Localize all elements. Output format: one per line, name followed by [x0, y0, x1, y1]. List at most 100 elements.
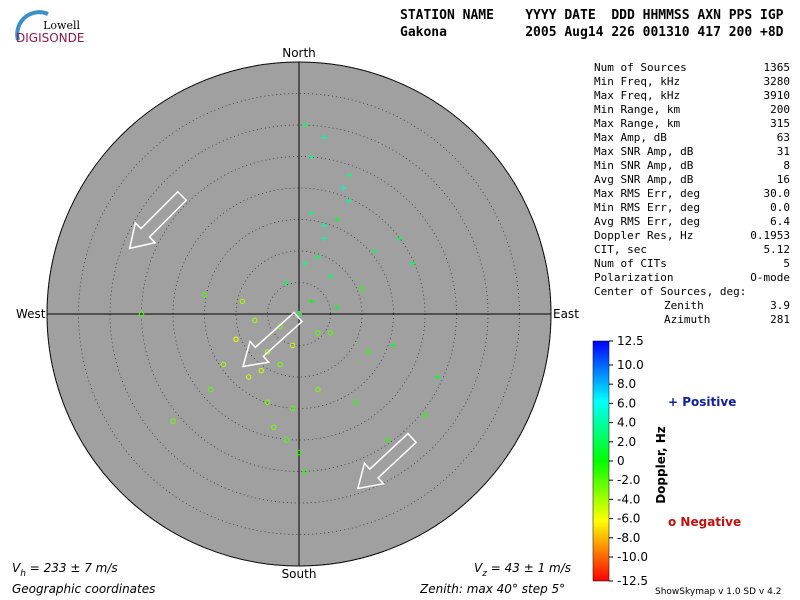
- colorbar-tick-label: 2.0: [617, 435, 636, 449]
- center-label: Azimuth: [664, 313, 710, 326]
- center-label: Zenith: [664, 299, 704, 312]
- legend-positive: + Positive: [668, 395, 736, 409]
- source-positive: [396, 235, 403, 242]
- stat-value: 0.1953: [750, 229, 790, 242]
- stat-value: 30.0: [764, 187, 791, 200]
- colorbar-tick-label: 12.5: [617, 334, 644, 348]
- source-negative: [220, 361, 227, 368]
- colorbar-tick-label: 4.0: [617, 416, 636, 430]
- stat-label: Avg RMS Err, deg: [594, 215, 700, 228]
- colorbar-tick-label: 6.0: [617, 396, 636, 410]
- stat-label: Max Freq, kHz: [594, 89, 680, 102]
- stat-label: Num of Sources: [594, 61, 687, 74]
- source-negative: [365, 349, 371, 355]
- source-positive: [333, 304, 340, 311]
- stat-label: Max Amp, dB: [594, 131, 667, 144]
- stat-label: Max Range, km: [594, 117, 680, 130]
- stat-value: 200: [770, 103, 790, 116]
- logo-swoosh: [15, 10, 49, 41]
- source-negative: [290, 405, 296, 412]
- source-negative: [296, 449, 302, 456]
- source-positive: [340, 185, 347, 191]
- source-negative: [283, 437, 290, 443]
- source-negative: [359, 286, 365, 292]
- source-negative: [201, 292, 208, 298]
- stat-value: 3280: [764, 75, 791, 88]
- source-positive: [371, 248, 378, 254]
- source-negative: [252, 317, 258, 323]
- header-line: STATION NAME YYYY DATE DDD HHMMSS AXN PP…: [400, 8, 784, 23]
- colorbar-tick-label: 8.0: [617, 377, 636, 391]
- source-negative: [315, 330, 321, 336]
- colorbar-tick-label: -2.0: [617, 473, 640, 487]
- stat-value: 0.0: [770, 201, 790, 214]
- header-line: Gakona 2005 Aug14 226 001310 417 200 +8D: [400, 25, 784, 40]
- vz: Vz = 43 ± 1 m/s: [474, 561, 571, 579]
- logo-bottom: DIGISONDE: [16, 31, 84, 45]
- coords: Geographic coordinates: [12, 582, 155, 596]
- stat-label: Min SNR Amp, dB: [594, 159, 694, 172]
- compass-label: East: [553, 307, 579, 321]
- source-positive: [409, 260, 416, 267]
- source-positive: [390, 342, 397, 349]
- source-negative: [302, 468, 308, 475]
- colorbar-tick-label: 0: [617, 454, 625, 468]
- source-positive: [283, 279, 290, 286]
- drift-arrow: [241, 311, 304, 368]
- source-positive: [302, 260, 309, 267]
- stat-value: 5: [783, 257, 790, 270]
- stat-label: Num of CITs: [594, 257, 667, 270]
- source-positive: [327, 273, 334, 280]
- source-positive: [434, 374, 441, 380]
- source-positive: [308, 153, 315, 160]
- stat-value: 63: [777, 131, 790, 144]
- stat-label: Max SNR Amp, dB: [594, 145, 694, 158]
- stat-label: Max RMS Err, deg: [594, 187, 700, 200]
- source-positive: [333, 216, 340, 223]
- drift-arrows: [128, 190, 418, 490]
- version: ShowSkymap v 1.0 SD v 4.2: [655, 587, 781, 597]
- source-negative: [233, 336, 239, 342]
- stat-value: 6.4: [770, 215, 790, 228]
- logo-top: Lowell: [43, 19, 80, 32]
- source-positive: [308, 210, 315, 217]
- source-positive: [321, 134, 328, 141]
- center-value: 281: [770, 313, 790, 326]
- source-negative: [138, 311, 145, 317]
- source-negative: [245, 374, 252, 380]
- legend-negative: o Negative: [668, 515, 741, 529]
- compass-label: North: [282, 46, 316, 60]
- source-negative: [290, 342, 296, 349]
- source-negative: [170, 418, 176, 424]
- stat-label: Doppler Res, Hz: [594, 229, 693, 242]
- stat-value: O-mode: [750, 271, 790, 284]
- colorbar-tick-label: 10.0: [617, 358, 644, 372]
- source-positive: [314, 254, 321, 261]
- source-negative: [327, 330, 334, 336]
- source-positive: [308, 298, 315, 305]
- source-negative: [258, 368, 264, 374]
- source-negative: [277, 361, 283, 368]
- zenith-info: Zenith: max 40° step 5°: [419, 582, 565, 596]
- stat-value: 5.12: [764, 243, 791, 256]
- source-negative: [264, 349, 271, 355]
- center-title: Center of Sources, deg:: [594, 285, 746, 298]
- stat-label: Min RMS Err, deg: [594, 201, 700, 214]
- colorbar-tick-label: -4.0: [617, 492, 640, 506]
- source-negative: [422, 412, 428, 418]
- compass-label: South: [282, 567, 317, 581]
- vh: Vh = 233 ± 7 m/s: [12, 561, 118, 579]
- source-positive: [321, 222, 328, 229]
- source-negative: [208, 386, 214, 393]
- stat-label: Min Freq, kHz: [594, 75, 680, 88]
- stat-label: Polarization: [594, 271, 673, 284]
- center-value: 3.9: [770, 299, 790, 312]
- stat-label: Min Range, km: [594, 103, 680, 116]
- stat-value: 31: [777, 145, 790, 158]
- colorbar-label: Doppler, Hz: [654, 426, 668, 504]
- source-positive: [346, 197, 353, 204]
- colorbar-tick-label: -12.5: [617, 574, 648, 588]
- compass-label: West: [16, 307, 46, 321]
- colorbar-tick-label: -10.0: [617, 550, 648, 564]
